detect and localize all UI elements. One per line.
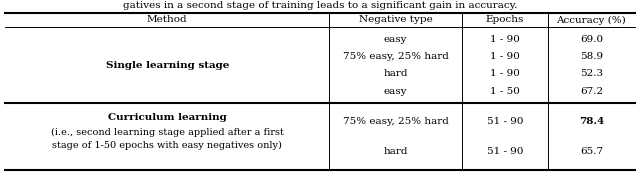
Text: Negative type: Negative type (358, 15, 433, 24)
Text: 1 - 90: 1 - 90 (490, 70, 520, 79)
Text: 1 - 90: 1 - 90 (490, 52, 520, 61)
Text: Method: Method (147, 15, 188, 24)
Text: 65.7: 65.7 (580, 148, 603, 157)
Text: 75% easy, 25% hard: 75% easy, 25% hard (342, 116, 449, 125)
Text: (i.e., second learning stage applied after a first: (i.e., second learning stage applied aft… (51, 128, 284, 137)
Text: 75% easy, 25% hard: 75% easy, 25% hard (342, 52, 449, 61)
Text: gatives in a second stage of training leads to a significant gain in accuracy.: gatives in a second stage of training le… (123, 1, 517, 10)
Text: 58.9: 58.9 (580, 52, 603, 61)
Text: 1 - 90: 1 - 90 (490, 36, 520, 45)
Text: Single learning stage: Single learning stage (106, 61, 229, 70)
Text: 51 - 90: 51 - 90 (486, 148, 523, 157)
Text: 52.3: 52.3 (580, 70, 603, 79)
Text: 78.4: 78.4 (579, 116, 604, 125)
Text: Accuracy (%): Accuracy (%) (557, 15, 627, 24)
Text: 67.2: 67.2 (580, 88, 603, 96)
Text: easy: easy (384, 36, 407, 45)
Text: Epochs: Epochs (486, 15, 524, 24)
Text: easy: easy (384, 88, 407, 96)
Text: Curriculum learning: Curriculum learning (108, 114, 227, 123)
Text: 69.0: 69.0 (580, 36, 603, 45)
Text: hard: hard (383, 148, 408, 157)
Text: stage of 1-50 epochs with easy negatives only): stage of 1-50 epochs with easy negatives… (52, 140, 282, 150)
Text: hard: hard (383, 70, 408, 79)
Text: 51 - 90: 51 - 90 (486, 116, 523, 125)
Text: 1 - 50: 1 - 50 (490, 88, 520, 96)
